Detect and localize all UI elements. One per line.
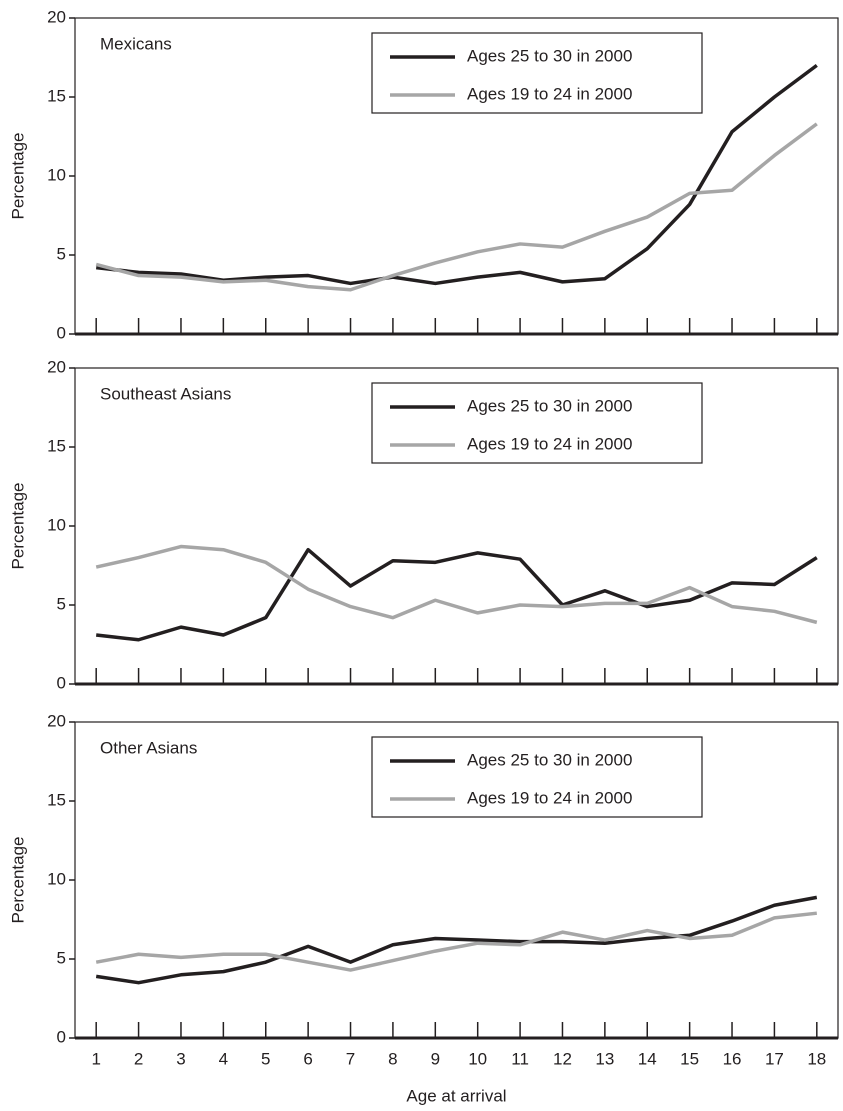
series-line <box>95 895 818 985</box>
x-tick-label: 12 <box>553 1049 572 1068</box>
x-tick-label: 10 <box>468 1049 487 1068</box>
legend-label: Ages 25 to 30 in 2000 <box>467 396 632 415</box>
legend-label: Ages 19 to 24 in 2000 <box>467 84 632 103</box>
series-line <box>95 911 818 972</box>
y-tick-label: 5 <box>57 594 66 613</box>
x-tick-label: 13 <box>595 1049 614 1068</box>
x-tick-label: 8 <box>388 1049 397 1068</box>
y-tick-label: 0 <box>57 673 66 692</box>
y-axis-label: Percentage <box>8 133 27 220</box>
series-line <box>95 547 818 642</box>
y-tick-label: 15 <box>47 790 66 809</box>
legend-label: Ages 19 to 24 in 2000 <box>467 788 632 807</box>
x-tick-label: 3 <box>176 1049 185 1068</box>
x-tick-label: 5 <box>261 1049 270 1068</box>
x-tick-label: 6 <box>303 1049 312 1068</box>
x-tick-label: 9 <box>431 1049 440 1068</box>
x-tick-label: 17 <box>765 1049 784 1068</box>
x-tick-label: 7 <box>346 1049 355 1068</box>
panel-title: Mexicans <box>100 34 172 53</box>
y-tick-label: 10 <box>47 869 66 888</box>
y-tick-label: 20 <box>47 711 66 730</box>
y-tick-label: 5 <box>57 948 66 967</box>
y-tick-label: 0 <box>57 1027 66 1046</box>
series-line <box>95 122 818 292</box>
y-tick-label: 5 <box>57 244 66 263</box>
y-tick-label: 20 <box>47 7 66 26</box>
legend-label: Ages 19 to 24 in 2000 <box>467 434 632 453</box>
y-axis-label: Percentage <box>8 837 27 924</box>
legend-box <box>371 382 703 464</box>
y-tick-label: 20 <box>47 357 66 376</box>
legend-label: Ages 25 to 30 in 2000 <box>467 46 632 65</box>
y-tick-label: 10 <box>47 515 66 534</box>
x-tick-label: 18 <box>807 1049 826 1068</box>
y-tick-label: 10 <box>47 165 66 184</box>
panel-title: Southeast Asians <box>100 384 231 403</box>
x-tick-label: 2 <box>134 1049 143 1068</box>
x-tick-label: 1 <box>91 1049 100 1068</box>
y-axis-label: Percentage <box>8 483 27 570</box>
y-tick-label: 15 <box>47 436 66 455</box>
x-axis-label: Age at arrival <box>406 1086 506 1105</box>
legend-label: Ages 25 to 30 in 2000 <box>467 750 632 769</box>
y-tick-label: 15 <box>47 86 66 105</box>
legend-box <box>371 32 703 114</box>
x-tick-label: 4 <box>219 1049 228 1068</box>
legend-box <box>371 736 703 818</box>
x-tick-label: 16 <box>723 1049 742 1068</box>
x-tick-label: 11 <box>511 1049 529 1068</box>
x-tick-label: 14 <box>638 1049 657 1068</box>
series-line <box>95 544 818 625</box>
panel-title: Other Asians <box>100 738 197 757</box>
y-tick-label: 0 <box>57 323 66 342</box>
x-tick-label: 15 <box>680 1049 699 1068</box>
